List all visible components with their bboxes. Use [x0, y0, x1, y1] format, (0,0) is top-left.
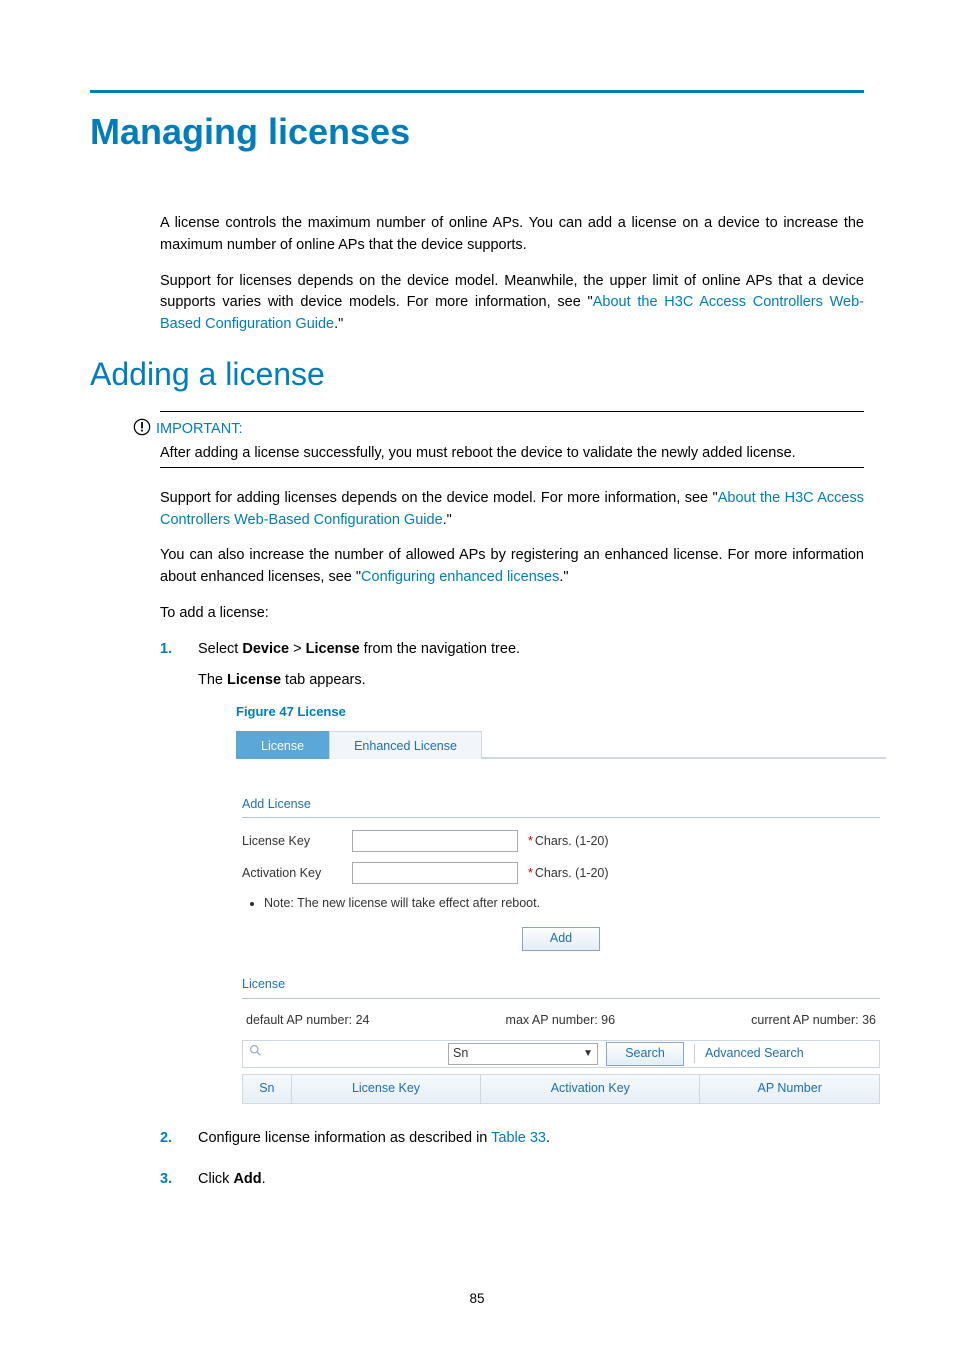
required-asterisk-2: * [528, 866, 533, 880]
step-2-number: 2. [160, 1128, 198, 1160]
intro-paragraph-2: Support for licenses depends on the devi… [160, 271, 864, 336]
activation-key-label: Activation Key [242, 864, 352, 883]
add-license-header: Add License [242, 795, 880, 819]
tab-spacer [482, 730, 886, 758]
top-rule [90, 90, 864, 93]
license-key-hint: Chars. (1-20) [535, 834, 609, 848]
step-1-number: 1. [160, 639, 198, 1104]
important-icon [128, 418, 156, 441]
tab-enhanced-license[interactable]: Enhanced License [329, 731, 482, 759]
important-text: After adding a license successfully, you… [160, 445, 864, 468]
step-1-sub-bold: License [227, 672, 281, 688]
page-number: 85 [90, 1291, 864, 1306]
step-3-text-b: . [262, 1171, 266, 1187]
step-1-device: Device [242, 641, 289, 657]
search-button[interactable]: Search [606, 1042, 684, 1066]
important-callout: IMPORTANT: After adding a license succes… [160, 411, 864, 468]
step-2-text-b: . [546, 1130, 550, 1146]
step-3-add: Add [233, 1171, 261, 1187]
step-2: 2. Configure license information as desc… [160, 1128, 864, 1160]
section-p1-b: ." [443, 512, 452, 528]
step-1-gt: > [289, 641, 306, 657]
activation-key-input[interactable] [352, 862, 518, 884]
stat-max-ap: max AP number: 96 [506, 1011, 616, 1030]
section-p2-b: ." [559, 569, 568, 585]
search-input[interactable] [267, 1044, 448, 1064]
search-icon [243, 1044, 267, 1063]
table-33-link[interactable]: Table 33 [491, 1130, 546, 1146]
col-license-key[interactable]: License Key [291, 1074, 481, 1103]
license-key-input[interactable] [352, 830, 518, 852]
tab-license[interactable]: License [236, 731, 329, 759]
important-label: IMPORTANT: [156, 421, 242, 437]
section-title-adding-license: Adding a license [90, 356, 864, 393]
license-screenshot: License Enhanced License Add License Lic… [236, 730, 886, 1104]
step-2-text-a: Configure license information as describ… [198, 1130, 491, 1146]
stat-default-ap: default AP number: 24 [246, 1011, 369, 1030]
page-title: Managing licenses [90, 111, 864, 153]
search-field-select[interactable]: Sn ▼ [448, 1043, 598, 1065]
license-section-header: License [242, 975, 880, 999]
intro-paragraph-1: A license controls the maximum number of… [160, 213, 864, 257]
add-button[interactable]: Add [522, 927, 600, 951]
col-activation-key[interactable]: Activation Key [481, 1074, 700, 1103]
step-3: 3. Click Add. [160, 1169, 864, 1201]
intro-p2-text-b: ." [334, 316, 343, 332]
section-p1-a: Support for adding licenses depends on t… [160, 490, 718, 506]
section-p1: Support for adding licenses depends on t… [160, 488, 864, 532]
step-3-text-a: Click [198, 1171, 233, 1187]
stat-current-ap: current AP number: 36 [751, 1011, 876, 1030]
chevron-down-icon: ▼ [583, 1046, 593, 1061]
step-1-sub-a: The [198, 672, 227, 688]
activation-key-hint: Chars. (1-20) [535, 866, 609, 880]
license-key-label: License Key [242, 832, 352, 851]
advanced-search-link[interactable]: Advanced Search [694, 1044, 804, 1063]
section-p2: You can also increase the number of allo… [160, 545, 864, 589]
step-1: 1. Select Device > License from the navi… [160, 639, 864, 1104]
step-1-text-b: from the navigation tree. [360, 641, 520, 657]
enhanced-licenses-link[interactable]: Configuring enhanced licenses [361, 569, 559, 585]
step-1-text-a: Select [198, 641, 242, 657]
row-activation-key: Activation Key *Chars. (1-20) [242, 862, 880, 884]
figure-caption: Figure 47 License [236, 702, 886, 722]
step-3-number: 3. [160, 1169, 198, 1201]
search-select-value: Sn [453, 1044, 468, 1063]
required-asterisk: * [528, 834, 533, 848]
step-1-license: License [306, 641, 360, 657]
license-table: Sn License Key Activation Key AP Number [242, 1074, 880, 1104]
col-sn[interactable]: Sn [243, 1074, 292, 1103]
step-1-sub-b: tab appears. [281, 672, 366, 688]
reboot-note: Note: The new license will take effect a… [264, 894, 880, 913]
lead-in: To add a license: [160, 603, 864, 625]
col-ap-number[interactable]: AP Number [700, 1074, 880, 1103]
row-license-key: License Key *Chars. (1-20) [242, 830, 880, 852]
